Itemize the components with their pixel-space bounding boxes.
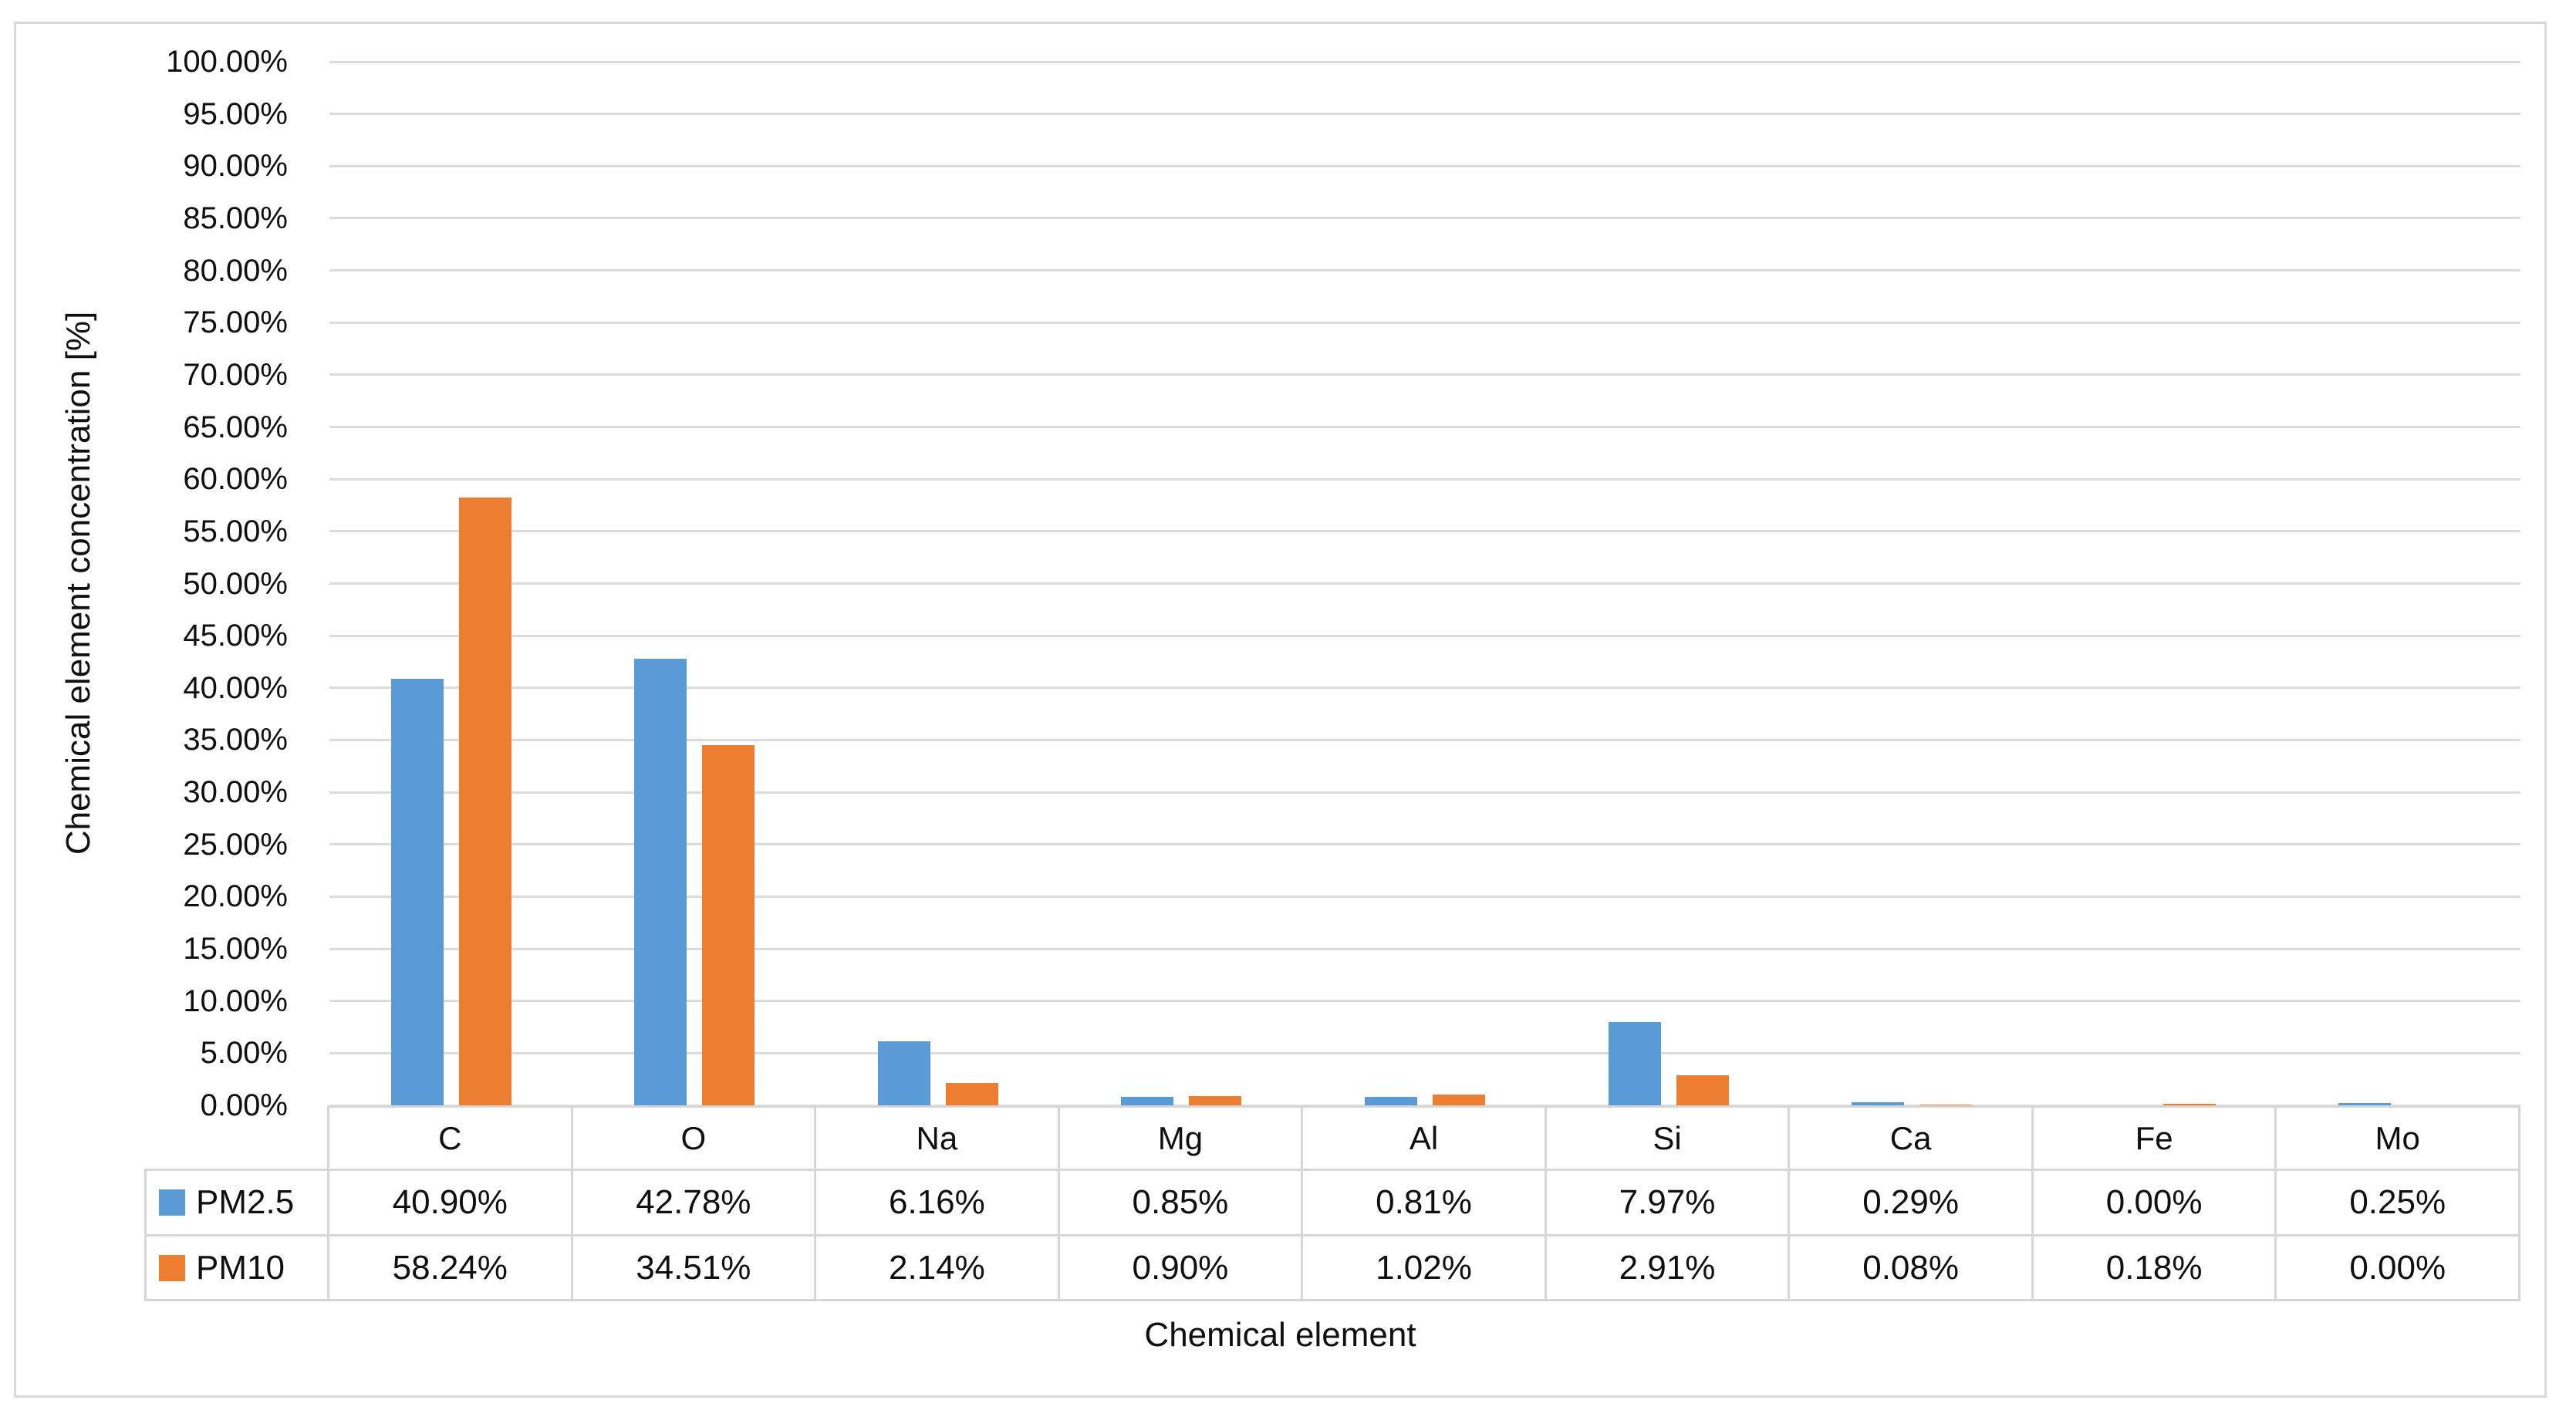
bar-pm25-al bbox=[1365, 1097, 1417, 1105]
bar-pm10-c bbox=[458, 498, 511, 1105]
y-axis-tick-label: 25.00% bbox=[183, 827, 288, 862]
gridline bbox=[329, 113, 2520, 116]
bar-pm10-si bbox=[1676, 1074, 1729, 1105]
y-axis-tick-label: 75.00% bbox=[183, 305, 288, 340]
gridline bbox=[329, 321, 2520, 324]
data-table: C O Na Mg Al Si Ca Fe Mo PM2.5 40.90% 42.78% 6.16% 0.… bbox=[144, 1105, 2520, 1301]
gridline bbox=[329, 791, 2520, 794]
gridline bbox=[329, 477, 2520, 481]
column-header-fe: Fe bbox=[2033, 1105, 2277, 1171]
gridline bbox=[329, 1000, 2520, 1003]
bar-pm25-o bbox=[634, 659, 687, 1105]
legend-item-pm10: PM10 bbox=[144, 1236, 329, 1301]
bar-pm25-si bbox=[1608, 1022, 1661, 1105]
bar-pm25-c bbox=[390, 678, 444, 1105]
gridline bbox=[329, 582, 2520, 585]
gridline bbox=[329, 373, 2520, 376]
y-axis-tick-label: 60.00% bbox=[183, 462, 288, 497]
x-axis-title: Chemical element bbox=[1144, 1316, 1416, 1354]
cell-pm10-o: 34.51% bbox=[572, 1236, 817, 1301]
y-axis-tick-label: 20.00% bbox=[183, 879, 288, 914]
column-header-c: C bbox=[329, 1105, 573, 1171]
gridline bbox=[329, 426, 2520, 429]
y-axis-tick-label: 65.00% bbox=[183, 410, 288, 444]
cell-pm10-ca: 0.08% bbox=[1790, 1236, 2034, 1301]
cell-pm25-o: 42.78% bbox=[572, 1171, 817, 1236]
y-axis-tick-label: 15.00% bbox=[183, 932, 288, 967]
table-corner-cell bbox=[144, 1105, 329, 1171]
legend-swatch-pm25 bbox=[159, 1189, 185, 1216]
bar-pm10-mg bbox=[1189, 1095, 1242, 1105]
y-axis-tick-labels: 0.00% 5.00% 10.00% 15.00% 20.00% 25.00% 30.00%… bbox=[0, 0, 288, 1427]
cell-pm25-c: 40.90% bbox=[329, 1171, 573, 1236]
bar-pm10-o bbox=[702, 745, 755, 1105]
gridline bbox=[329, 738, 2520, 741]
cell-pm10-si: 2.91% bbox=[1546, 1236, 1791, 1301]
legend-item-pm25: PM2.5 bbox=[144, 1171, 329, 1236]
legend-label-pm25: PM2.5 bbox=[196, 1183, 295, 1221]
gridline bbox=[329, 164, 2520, 167]
y-axis-tick-label: 45.00% bbox=[183, 619, 288, 653]
bar-pm25-na bbox=[877, 1041, 930, 1105]
y-axis-tick-label: 70.00% bbox=[183, 357, 288, 392]
y-axis-tick-label: 35.00% bbox=[183, 723, 288, 757]
gridline bbox=[329, 530, 2520, 533]
gridline bbox=[329, 843, 2520, 846]
gridline bbox=[329, 687, 2520, 690]
y-axis-tick-label: 50.00% bbox=[183, 566, 288, 601]
y-axis-tick-label: 90.00% bbox=[183, 149, 288, 184]
column-header-ca: Ca bbox=[1790, 1105, 2034, 1171]
y-axis-tick-label: 5.00% bbox=[200, 1036, 288, 1071]
column-header-na: Na bbox=[816, 1105, 1060, 1171]
cell-pm25-si: 7.97% bbox=[1546, 1171, 1791, 1236]
bar-pm10-fe bbox=[2162, 1103, 2216, 1105]
gridline bbox=[329, 634, 2520, 637]
cell-pm10-fe: 0.18% bbox=[2033, 1236, 2277, 1301]
y-axis-tick-label: 95.00% bbox=[183, 96, 288, 131]
y-axis-tick-label: 80.00% bbox=[183, 253, 288, 288]
cell-pm10-na: 2.14% bbox=[816, 1236, 1060, 1301]
cell-pm25-ca: 0.29% bbox=[1790, 1171, 2034, 1236]
y-axis-tick-label: 85.00% bbox=[183, 201, 288, 235]
bar-pm10-al bbox=[1433, 1095, 1485, 1105]
bar-pm10-na bbox=[945, 1083, 998, 1105]
cell-pm10-al: 1.02% bbox=[1303, 1236, 1547, 1301]
column-header-si: Si bbox=[1546, 1105, 1791, 1171]
gridline bbox=[329, 60, 2520, 63]
cell-pm25-al: 0.81% bbox=[1303, 1171, 1547, 1236]
bar-pm25-mg bbox=[1121, 1096, 1174, 1105]
y-axis-tick-label: 30.00% bbox=[183, 775, 288, 810]
plot-area bbox=[329, 60, 2520, 1107]
cell-pm25-fe: 0.00% bbox=[2033, 1171, 2277, 1236]
cell-pm25-mo: 0.25% bbox=[2277, 1171, 2520, 1236]
gridline bbox=[329, 1051, 2520, 1054]
cell-pm25-na: 6.16% bbox=[816, 1171, 1060, 1236]
gridline bbox=[329, 269, 2520, 272]
cell-pm10-mg: 0.90% bbox=[1059, 1236, 1304, 1301]
column-header-o: O bbox=[572, 1105, 817, 1171]
legend-label-pm10: PM10 bbox=[196, 1248, 285, 1287]
cell-pm25-mg: 0.85% bbox=[1059, 1171, 1304, 1236]
cell-pm10-mo: 0.00% bbox=[2277, 1236, 2520, 1301]
column-header-mg: Mg bbox=[1059, 1105, 1304, 1171]
cell-pm10-c: 58.24% bbox=[329, 1236, 573, 1301]
y-axis-tick-label: 0.00% bbox=[200, 1088, 288, 1122]
y-axis-tick-label: 100.00% bbox=[166, 45, 288, 79]
y-axis-tick-label: 40.00% bbox=[183, 670, 288, 705]
column-header-al: Al bbox=[1303, 1105, 1547, 1171]
gridline bbox=[329, 217, 2520, 220]
y-axis-tick-label: 10.00% bbox=[183, 983, 288, 1018]
bar-pm25-mo bbox=[2338, 1102, 2392, 1105]
column-header-mo: Mo bbox=[2277, 1105, 2520, 1171]
legend-swatch-pm10 bbox=[159, 1254, 185, 1281]
y-axis-tick-label: 55.00% bbox=[183, 514, 288, 548]
gridline bbox=[329, 947, 2520, 950]
bar-pm25-ca bbox=[1852, 1102, 1905, 1105]
gridline bbox=[329, 895, 2520, 898]
